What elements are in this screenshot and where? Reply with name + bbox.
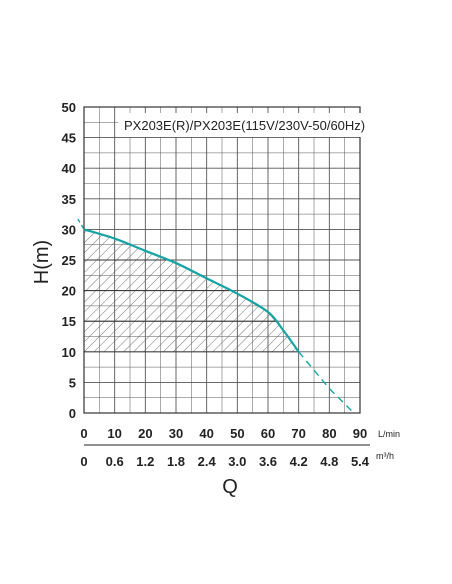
y-tick-label: 50 (62, 100, 76, 115)
legend-box (118, 113, 386, 137)
x2-tick-label: 3.6 (259, 454, 277, 469)
x-tick-label: 30 (169, 426, 183, 441)
y-tick-label: 45 (62, 131, 76, 146)
x-tick-label: 80 (322, 426, 336, 441)
extrapolation-line (84, 228, 355, 413)
x2-tick-label: 1.8 (167, 454, 185, 469)
x-tick-label: 60 (261, 426, 275, 441)
y-tick-labels: 0 5 10 15 20 25 30 35 40 45 50 (62, 100, 76, 421)
x-unit-label: L/min (378, 429, 400, 439)
x2-tick-labels: 0 0.6 1.2 1.8 2.4 3.0 3.6 4.2 4.8 5.4 (80, 454, 369, 469)
x2-tick-label: 3.0 (228, 454, 246, 469)
x-tick-label: 0 (80, 426, 87, 441)
y-tick-label: 40 (62, 161, 76, 176)
x2-tick-label: 0.6 (106, 454, 124, 469)
y-tick-label: 10 (62, 345, 76, 360)
x-tick-label: 90 (353, 426, 367, 441)
x2-unit-label: m³/h (376, 451, 394, 461)
y-tick-label: 0 (69, 406, 76, 421)
y-tick-label: 35 (62, 192, 76, 207)
y-tick-label: 25 (62, 253, 76, 268)
x-axis-title: Q (222, 476, 238, 498)
x2-tick-label: 5.4 (351, 454, 370, 469)
chart-title: PX203E(R)/PX203E(115V/230V-50/60Hz) (124, 118, 365, 133)
region-gridlines (84, 259, 276, 322)
series-curve (83, 228, 300, 353)
x-tick-label: 50 (230, 426, 244, 441)
x-tick-labels: 0 10 20 30 40 50 60 70 80 90 (80, 426, 367, 441)
extrapolation-lead (77, 218, 85, 230)
x2-tick-label: 4.8 (320, 454, 338, 469)
y-tick-label: 20 (62, 284, 76, 299)
x-tick-label: 10 (107, 426, 121, 441)
x2-tick-label: 4.2 (290, 454, 308, 469)
x-tick-label: 40 (199, 426, 213, 441)
y-tick-label: 15 (62, 314, 76, 329)
x2-tick-label: 1.2 (136, 454, 154, 469)
x-tick-label: 70 (291, 426, 305, 441)
y-axis-title: H(m) (31, 240, 53, 284)
x2-tick-label: 0 (80, 454, 87, 469)
x2-tick-label: 2.4 (198, 454, 217, 469)
y-tick-label: 5 (69, 375, 76, 390)
y-tick-label: 30 (62, 222, 76, 237)
x-tick-label: 20 (138, 426, 152, 441)
